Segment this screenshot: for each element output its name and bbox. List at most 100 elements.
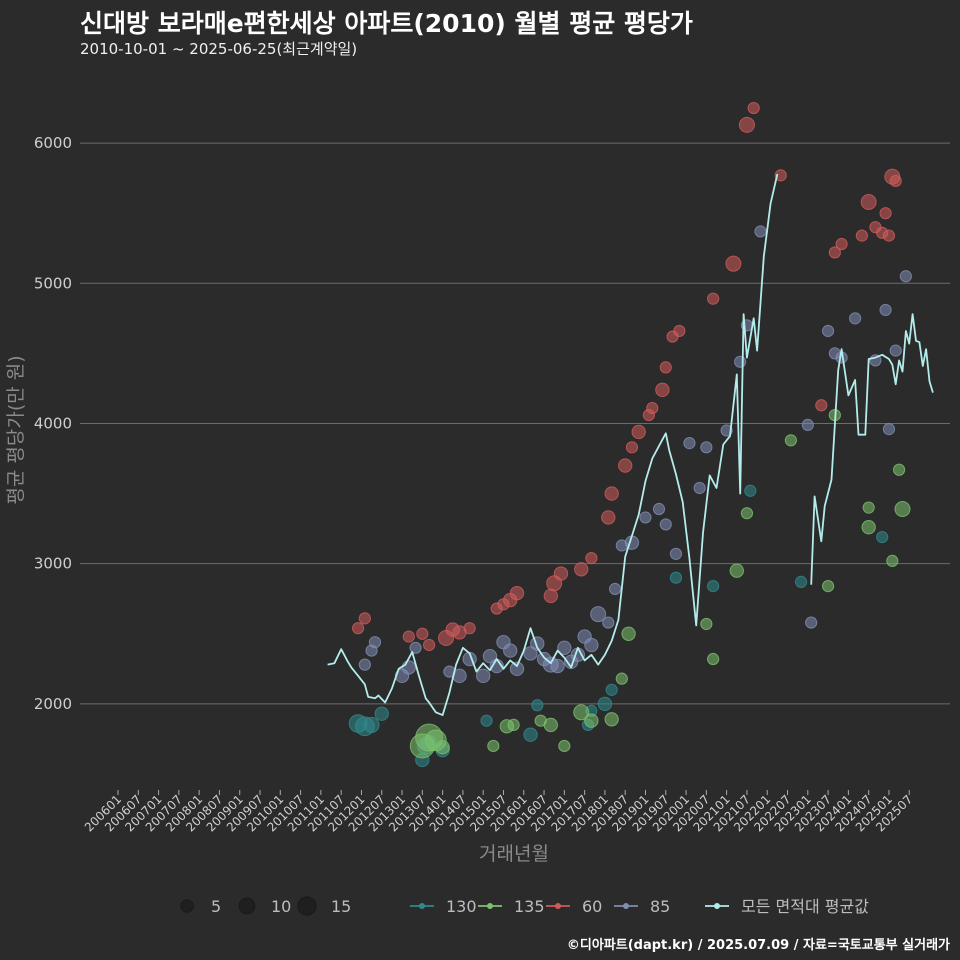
data-point-85: [889, 344, 902, 357]
data-point-60: [618, 458, 633, 473]
data-point-60: [553, 566, 569, 581]
data-point-85: [821, 324, 835, 338]
data-point-60: [815, 399, 828, 412]
data-point-135: [729, 563, 744, 578]
data-point-135: [892, 463, 906, 476]
data-point-130: [480, 714, 493, 727]
data-point-60: [574, 562, 589, 577]
data-point-85: [879, 303, 892, 317]
x-axis-label: 거래년월: [479, 843, 549, 865]
average-line: [327, 173, 934, 716]
data-point-60: [673, 324, 686, 338]
data-point-60: [358, 612, 371, 625]
data-point-130: [374, 706, 389, 721]
data-point-60: [625, 441, 639, 454]
size-legend-marker: [297, 896, 317, 916]
data-point-85: [584, 637, 599, 653]
data-point-60: [774, 169, 787, 182]
data-point-85: [523, 646, 538, 661]
legend-dot: [487, 903, 493, 909]
y-tick-label: 4000: [34, 414, 72, 432]
chart-title: 신대방 보라매e편한세상 아파트(2010) 월별 평균 평당가: [80, 9, 693, 38]
data-point-85: [509, 661, 525, 677]
data-point-60: [509, 585, 525, 601]
data-point-135: [573, 704, 590, 721]
data-point-85: [476, 668, 491, 684]
data-point-135: [487, 739, 500, 753]
size-legend-marker: [180, 899, 194, 913]
data-point-85: [639, 511, 652, 524]
data-point-85: [805, 616, 818, 629]
data-point-85: [801, 418, 814, 431]
legend: 5 10 15 130 135 60 85 모든 면적대 평균값: [180, 896, 869, 916]
size-legend-label: 10: [271, 897, 291, 916]
data-point-60: [422, 638, 436, 652]
data-point-60: [725, 255, 742, 272]
data-point-60: [604, 486, 619, 501]
data-point-135: [435, 740, 450, 755]
average-line-path: [810, 313, 934, 585]
data-point-135: [543, 717, 558, 733]
data-point-135: [861, 520, 876, 535]
data-point-60: [860, 193, 877, 210]
data-point-135: [700, 617, 713, 631]
data-point-60: [828, 246, 841, 259]
data-point-85: [368, 636, 382, 649]
data-point-60: [655, 382, 670, 398]
chart-subtitle: 2010-10-01 ~ 2025-06-25(최근계약일): [80, 40, 358, 58]
data-point-130: [597, 696, 613, 712]
data-point-85: [503, 643, 518, 658]
data-point-60: [879, 207, 892, 220]
data-point-60: [882, 229, 896, 242]
data-point-85: [401, 660, 416, 675]
data-point-85: [608, 582, 622, 596]
data-point-130: [605, 683, 618, 696]
data-point-60: [601, 510, 616, 525]
legend-dot: [714, 903, 720, 909]
data-point-85: [659, 518, 672, 531]
data-point-60: [543, 588, 558, 604]
data-point-135: [707, 652, 720, 666]
data-point-135: [894, 501, 911, 518]
y-tick-labels: 2000 3000 4000 5000 6000: [34, 134, 72, 713]
data-point-85: [899, 270, 912, 283]
legend-label: 모든 면적대 평균값: [741, 897, 869, 916]
data-point-60: [631, 424, 646, 440]
data-point-85: [754, 225, 767, 238]
data-point-135: [558, 739, 571, 753]
data-point-85: [734, 355, 747, 368]
data-point-135: [740, 507, 754, 520]
data-point-60: [835, 237, 848, 251]
legend-dot: [623, 903, 629, 909]
data-point-135: [886, 554, 899, 567]
data-point-85: [652, 502, 666, 516]
legend-label: 135: [514, 897, 545, 916]
data-point-85: [590, 606, 607, 623]
legend-dot: [555, 903, 561, 909]
x-tick-labels: 2006012006072007012007072008012008072009…: [82, 790, 915, 835]
data-point-85: [669, 547, 683, 560]
data-point-60: [646, 401, 659, 415]
data-point-85: [882, 422, 896, 436]
data-point-135: [584, 713, 599, 728]
data-point-85: [557, 640, 572, 655]
grid-lines: [80, 142, 950, 705]
data-point-85: [358, 658, 371, 671]
data-point-135: [621, 626, 636, 641]
y-axis-label: 평균 평당가(만 원): [5, 355, 27, 504]
data-point-85: [700, 441, 713, 454]
data-point-60: [855, 229, 868, 242]
average-line-path: [327, 173, 779, 716]
data-point-130: [876, 530, 889, 544]
y-tick-label: 6000: [34, 134, 72, 152]
data-point-60: [659, 361, 672, 374]
data-point-135: [862, 501, 875, 514]
data-point-135: [507, 718, 520, 732]
data-point-135: [821, 580, 835, 593]
data-point-85: [683, 437, 696, 450]
data-point-60: [416, 627, 429, 640]
data-point-85: [482, 649, 498, 664]
legend-label: 85: [650, 897, 670, 916]
y-tick-label: 3000: [34, 555, 72, 573]
